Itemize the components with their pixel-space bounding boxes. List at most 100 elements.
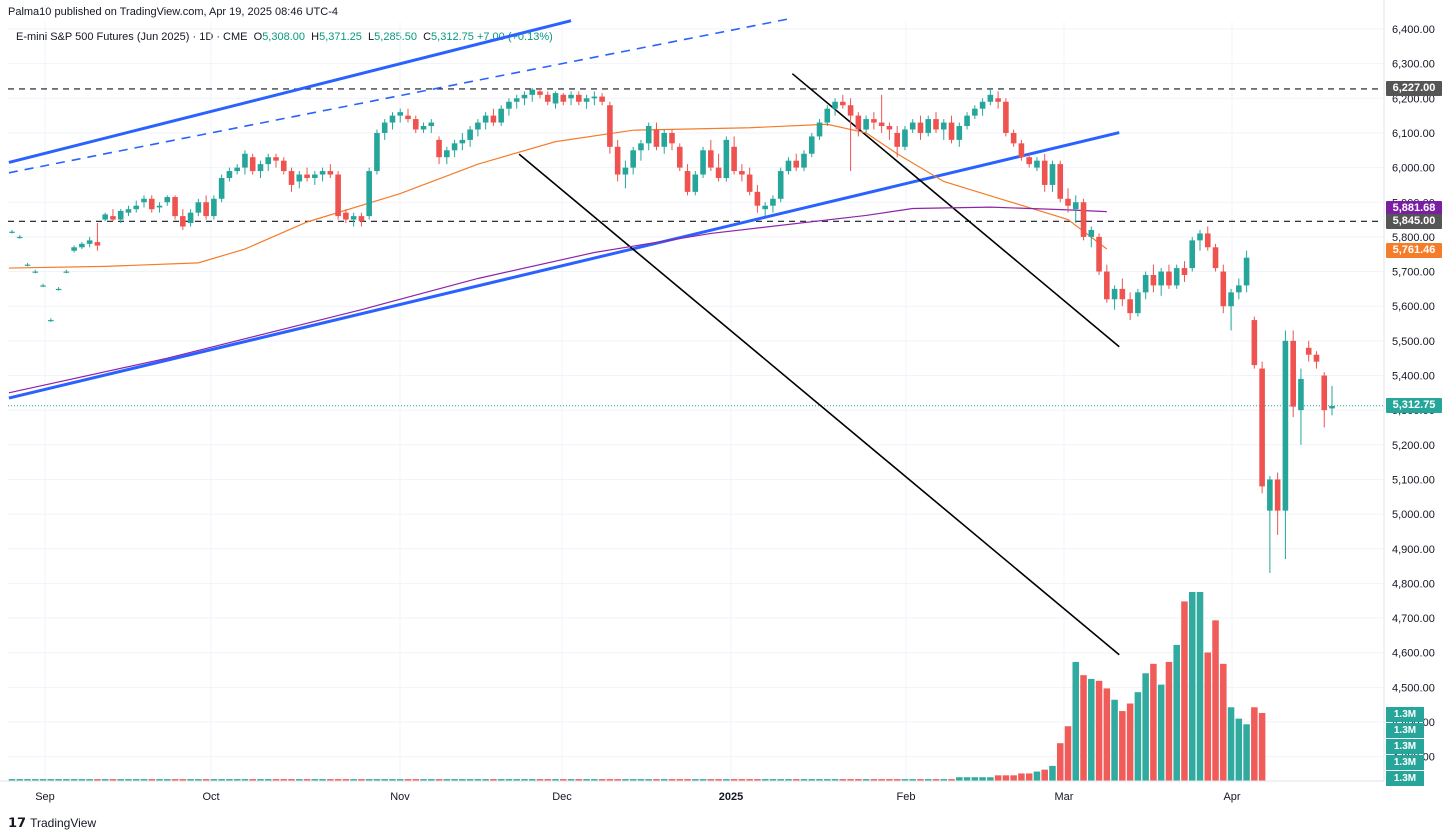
price-tick-label: 4,500.00 [1392,682,1435,694]
volume-bar [870,779,878,781]
candle-body [327,171,334,175]
candle-body [195,202,202,213]
volume-bar [78,779,86,781]
price-tick-label: 6,000.00 [1392,163,1435,175]
volume-bar [583,779,590,781]
volume-bar [1235,718,1243,781]
price-tick-label: 4,600.00 [1392,648,1435,660]
volume-bar [195,779,202,781]
volume-bar [1010,775,1017,781]
volume-bar [420,779,427,781]
volume-bar [1173,644,1180,781]
candle-body [343,212,349,220]
candle-body [607,105,613,147]
volume-bar [1041,769,1048,781]
candle-body [1313,354,1320,362]
candle-body [203,202,209,217]
volume-bar [1033,771,1041,781]
candle-body [94,242,101,246]
candle-body [71,247,77,251]
candle-body [599,96,605,102]
candle-body [925,119,932,133]
candle-body [48,320,54,322]
candle-body [9,231,15,233]
candle-body [731,146,737,172]
price-tag: 6,227.00 [1386,81,1442,97]
volume-bar [443,779,451,781]
symbol-name[interactable]: E-mini S&P 500 Futures (Jun 2025) · 1D ·… [16,31,248,43]
volume-bar [1188,592,1196,781]
candle-body [832,101,838,109]
volume-bar [55,779,62,781]
time-tick-label: Nov [390,791,410,803]
volume-bar [1095,680,1103,781]
volume-bar [948,779,955,781]
volume-bar [769,779,777,781]
candle-body [739,171,745,175]
volume-bar [490,779,497,781]
tradingview-logo[interactable]: 𝟭𝟳 TradingView [8,815,96,831]
volume-bar [1018,773,1025,781]
candle-body [187,212,194,224]
candle-body [32,271,39,273]
candle-body [638,143,644,151]
volume-bar [334,779,342,781]
volume-bar [497,779,505,781]
volume-bar [1220,663,1227,781]
candle-body [366,171,372,217]
candle-body [125,209,132,213]
volume-bar [303,779,311,781]
volume-bar [1119,711,1126,781]
volume-bar [24,779,31,781]
volume-bar [1243,724,1250,781]
candle-body [374,132,380,172]
price-tick-label: 4,800.00 [1392,578,1435,590]
volume-bar [1196,592,1204,781]
price-tick-label: 4,900.00 [1392,544,1435,556]
candle-body [164,197,171,203]
volume-bar [249,779,256,781]
candle-body [1065,198,1071,206]
candle-body [459,139,466,144]
candle-body [1088,229,1095,237]
volume-bar [987,777,994,781]
volume-bar [132,779,140,781]
candle-body [700,150,706,175]
volume-bar [272,779,280,781]
candle-body [234,167,240,172]
candle-body [956,126,963,140]
price-tag: 5,312.75 [1386,398,1442,414]
volume-bar [940,779,948,781]
close-label: C [420,31,432,43]
time-tick-label: Sep [35,791,55,803]
volume-bar [350,779,357,781]
candle-body [133,205,140,210]
volume-bar [855,779,862,781]
candle-body [1119,288,1126,300]
candle-body [1111,288,1118,300]
volume-bar [365,779,373,781]
candle-body [1003,101,1009,133]
volume-bar [971,777,979,781]
price-axis: 6,400.00 6,300.00 6,200.00 6,100.00 6,000.00… [0,0,1435,782]
volume-bar [148,779,156,781]
volume-bar [521,779,528,781]
candle-body [591,96,598,99]
candle-body [1104,271,1110,300]
candle-body [79,243,85,248]
time-tick-label: Oct [202,791,219,803]
time-tick-label: Mar [1055,791,1074,803]
candle-body [995,98,1001,102]
candle-body [661,132,668,147]
candle-body [475,122,481,130]
volume-bar [901,779,909,781]
candle-body [296,174,303,182]
open-value: 5,308.00 [262,31,306,43]
candle-body [482,115,489,123]
candle-body [723,139,730,178]
tv-logo-icon: 𝟭𝟳 [8,815,27,830]
volume-bar [1049,765,1056,781]
volume-bar [226,779,233,781]
volume-bar [1150,663,1157,781]
